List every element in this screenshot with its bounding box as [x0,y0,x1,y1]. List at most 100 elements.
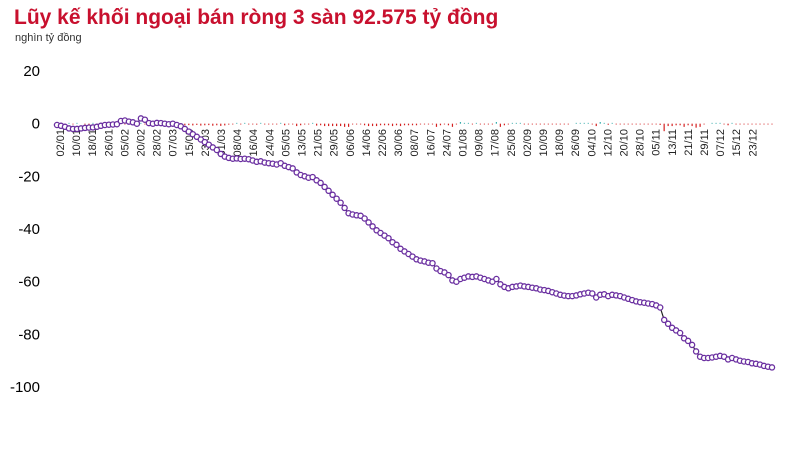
daily-flow-bar [84,123,86,125]
daily-flow-bar [427,123,430,125]
x-tick-label: 10/09 [538,129,550,157]
daily-flow-bar [216,123,218,126]
daily-flow-bar [439,123,442,126]
x-tick-label: 25/08 [506,129,518,157]
daily-flow-bar [272,123,274,125]
daily-flow-bar [639,123,641,125]
daily-flow-bar [188,123,190,126]
data-point [141,116,149,123]
daily-flow-bar [407,123,410,126]
daily-flow-bar [583,122,585,124]
x-tick-label: 06/06 [345,129,357,157]
x-tick-label: 29/05 [329,129,341,157]
x-tick-label: 18/09 [554,129,566,157]
daily-flow-bar [144,123,146,125]
daily-flow-bar [375,123,378,127]
data-point [688,341,696,349]
daily-flow-bar [567,123,569,125]
data-point [684,337,692,345]
daily-flow-bar [587,122,589,124]
data-point [393,241,400,249]
daily-flow-bar [579,122,581,124]
daily-flow-bar [208,123,210,126]
daily-flow-bar [671,123,673,127]
data-point [365,219,372,226]
data-point [493,275,500,283]
daily-flow-bar [248,123,250,125]
daily-flow-bar [324,123,326,127]
x-tick-label: 28/10 [635,129,647,157]
daily-flow-bar [615,123,617,125]
daily-flow-bar [471,123,474,125]
daily-flow-bar [619,123,621,125]
daily-flow-bar [487,123,489,125]
data-point [333,195,340,202]
daily-flow-bar [447,123,450,126]
x-tick-label: 02/09 [522,129,534,157]
y-axis: 20 0 -20 -40 -60 -80 -100 [10,63,40,396]
daily-flow-bar [280,122,282,124]
daily-flow-bar [655,123,657,125]
daily-flow-bar [451,123,454,127]
data-point [660,316,668,324]
daily-flow-bar [759,123,761,125]
daily-flow-bar [747,123,749,125]
y-tick-label: 20 [23,63,40,80]
daily-flow-bar [663,123,665,132]
daily-flow-bar [475,122,478,124]
daily-flow-bar [731,122,733,124]
daily-flow-bar [743,123,745,125]
daily-flow-bar [431,123,434,125]
daily-flow-bar [515,122,517,124]
daily-flow-bar [491,123,493,125]
daily-flow-bar [735,123,737,125]
daily-flow-bar [72,123,74,125]
daily-flow-bar [627,123,629,125]
daily-flow-bar [340,123,342,127]
x-tick-label: 16/07 [425,129,437,157]
y-tick-label: -60 [18,274,40,291]
daily-flow-bar [595,123,597,127]
daily-flow-bar [635,123,637,125]
daily-flow-bar [647,123,649,125]
daily-flow-bar [395,123,398,126]
daily-flow-bar [351,123,354,125]
data-point [213,146,221,154]
daily-flow-bar [276,123,278,125]
x-tick-label: 13/11 [667,129,679,156]
unit-label: nghìn tỷ đồng [15,32,82,44]
daily-flow-bar [715,122,717,124]
x-tick-label: 21/05 [313,129,325,157]
daily-flow-bar [140,122,142,124]
daily-flow-bar [387,123,390,126]
data-point [385,234,392,242]
daily-flow-bar [683,123,685,127]
x-tick-label: 24/07 [441,129,453,157]
daily-flow-bar [599,122,601,124]
x-tick-label: 01/08 [458,129,470,157]
data-point [445,271,452,279]
daily-flow-bar [224,123,226,126]
daily-flow-bar [771,123,773,125]
daily-flow-bar [503,123,505,126]
daily-flow-bar [379,123,382,126]
daily-flow-bar [459,122,462,124]
daily-flow-bar [523,123,525,125]
daily-flow-bar [284,123,286,126]
data-point [321,183,328,191]
data-point [133,120,141,127]
x-tick-label: 23/12 [747,129,759,157]
daily-flow-bar [703,123,705,125]
data-point [317,179,324,187]
daily-flow-bar [435,123,438,127]
daily-flow-bar [343,123,346,127]
x-tick-label: 17/08 [490,129,502,157]
daily-flow-bar [419,123,422,125]
x-tick-label: 29/11 [699,129,711,156]
daily-flow-bar [631,123,633,125]
daily-flow-bar [312,122,314,124]
data-point [656,304,664,311]
daily-flow-bar [411,123,414,126]
daily-flow-bar [751,123,753,125]
x-tick-label: 16/04 [248,129,260,157]
